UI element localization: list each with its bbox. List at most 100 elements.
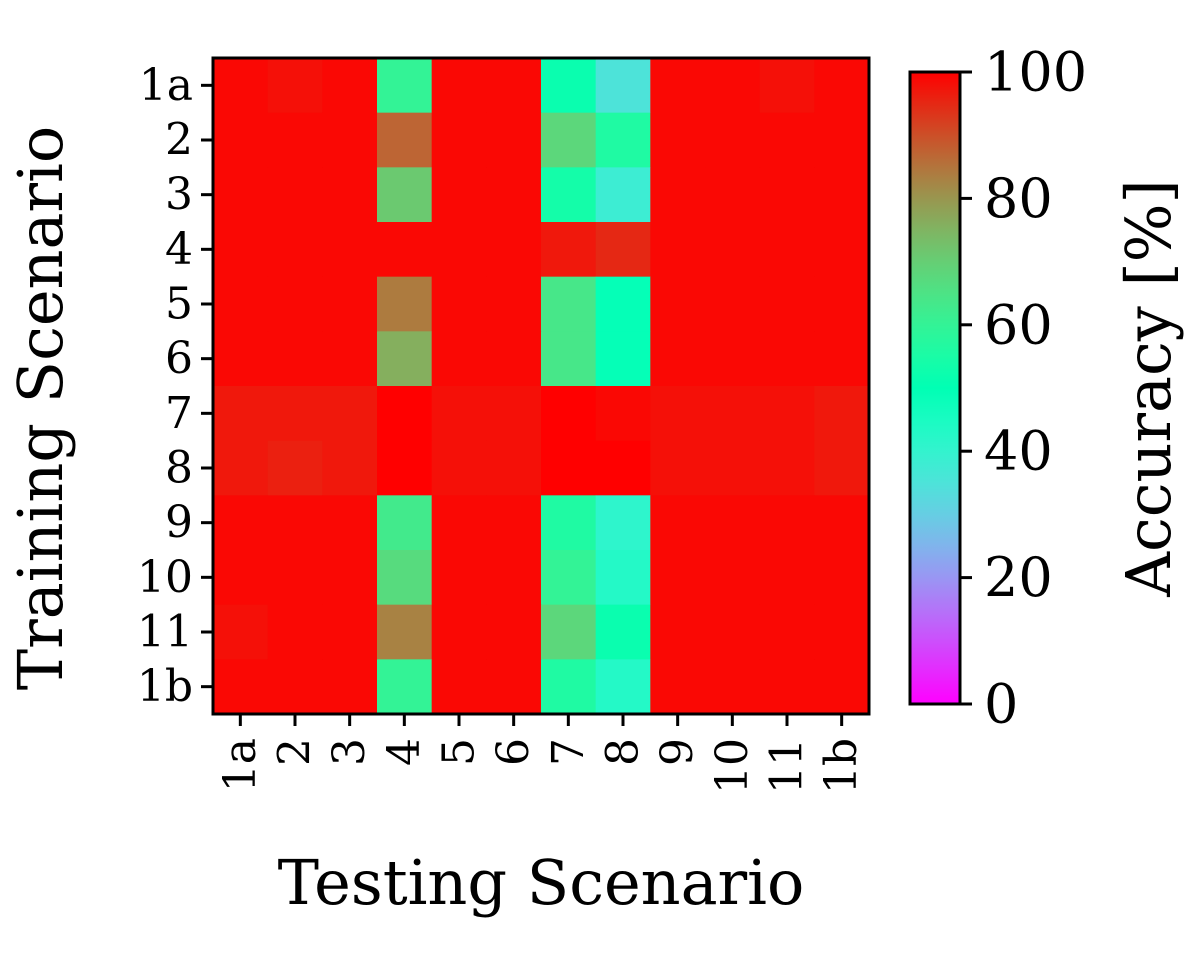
heatmap-cell-10-7 [541, 550, 597, 606]
heatmap-cell-3-1b [814, 167, 870, 223]
heatmap-cell-11-3 [322, 604, 378, 660]
heatmap-cell-6-10 [705, 331, 761, 387]
heatmap-cell-6-6 [486, 331, 542, 387]
y-tick-label-4: 4 [165, 224, 193, 275]
heatmap-cell-3-6 [486, 167, 542, 223]
heatmap-cell-4-3 [322, 222, 378, 278]
heatmap-cell-6-8 [595, 331, 651, 387]
x-tick-label-7: 7 [543, 738, 594, 766]
colorbar-title: Accuracy [%] [1112, 179, 1185, 598]
heatmap-cell-2-11 [759, 112, 815, 168]
heatmap-cell-5-4 [377, 276, 433, 332]
heatmap-cell-9-11 [759, 495, 815, 551]
heatmap-cell-1b-10 [705, 659, 761, 715]
plot-frame [211, 56, 871, 716]
heatmap-cell-5-5 [431, 276, 487, 332]
heatmap-cell-3-3 [322, 167, 378, 223]
heatmap-cell-10-10 [705, 550, 761, 606]
heatmap-cell-11-11 [759, 604, 815, 660]
heatmap-cell-4-1a [213, 222, 269, 278]
heatmap-cell-1a-8 [595, 58, 651, 114]
heatmap-cell-9-1a [213, 495, 269, 551]
heatmap-cell-2-10 [705, 112, 761, 168]
heatmap-cell-1a-2 [267, 58, 323, 114]
y-tick-label-3: 3 [165, 169, 193, 220]
colorbar-ticks: 0 20 40 60 80 100 [960, 41, 1087, 736]
x-tick-label-9: 9 [652, 738, 703, 766]
heatmap-cell-2-2 [267, 112, 323, 168]
heatmap-cell-8-3 [322, 440, 378, 496]
colorbar-tick-label-80: 80 [984, 167, 1053, 230]
y-tick-label-5: 5 [165, 279, 193, 330]
heatmap-cell-10-5 [431, 550, 487, 606]
x-tick-label-6: 6 [488, 738, 539, 766]
heatmap-cell-1a-11 [759, 58, 815, 114]
heatmap-cell-11-4 [377, 604, 433, 660]
heatmap-cell-3-5 [431, 167, 487, 223]
y-axis-title: Training Scenario [4, 126, 77, 690]
heatmap-cell-1b-11 [759, 659, 815, 715]
heatmap-cell-6-2 [267, 331, 323, 387]
y-tick-label-6: 6 [165, 333, 193, 384]
heatmap-cell-9-1b [814, 495, 870, 551]
heatmap-cell-7-4 [377, 386, 433, 442]
heatmap-cell-1b-6 [486, 659, 542, 715]
y-tick-label-11: 11 [137, 607, 193, 658]
heatmap-cell-3-7 [541, 167, 597, 223]
heatmap-cell-9-7 [541, 495, 597, 551]
heatmap-cell-2-7 [541, 112, 597, 168]
heatmap-cell-5-9 [650, 276, 706, 332]
heatmap-cell-11-6 [486, 604, 542, 660]
x-axis-title: Testing Scenario [278, 846, 805, 919]
heatmap-cell-1b-1a [213, 659, 269, 715]
heatmap-cell-2-9 [650, 112, 706, 168]
heatmap-cell-5-8 [595, 276, 651, 332]
heatmap-cell-7-1a [213, 386, 269, 442]
colorbar-tick-label-20: 20 [984, 546, 1053, 609]
heatmap-cell-4-5 [431, 222, 487, 278]
x-tick-label-3: 3 [324, 738, 375, 766]
heatmap-cell-11-2 [267, 604, 323, 660]
heatmap-cell-5-6 [486, 276, 542, 332]
heatmap-cell-7-8 [595, 386, 651, 442]
heatmap-cell-9-3 [322, 495, 378, 551]
heatmap-cell-8-10 [705, 440, 761, 496]
x-tick-label-8: 8 [598, 738, 649, 766]
heatmap-cell-2-6 [486, 112, 542, 168]
heatmap-cell-9-4 [377, 495, 433, 551]
heatmap-cell-4-2 [267, 222, 323, 278]
heatmap-cell-7-1b [814, 386, 870, 442]
heatmap-cell-8-11 [759, 440, 815, 496]
heatmap-cell-1b-5 [431, 659, 487, 715]
heatmap-cell-8-6 [486, 440, 542, 496]
heatmap-cell-4-8 [595, 222, 651, 278]
heatmap-cell-9-9 [650, 495, 706, 551]
heatmap-cell-9-2 [267, 495, 323, 551]
y-tick-label-1b: 1b [137, 661, 193, 712]
heatmap-cell-10-1b [814, 550, 870, 606]
colorbar: 0 20 40 60 80 100 Accuracy [%] [908, 41, 1185, 736]
heatmap-cell-10-3 [322, 550, 378, 606]
heatmap-cell-8-4 [377, 440, 433, 496]
heatmap-cell-1a-3 [322, 58, 378, 114]
heatmap-cell-2-4 [377, 112, 433, 168]
heatmap-cell-9-5 [431, 495, 487, 551]
heatmap-cell-11-1b [814, 604, 870, 660]
heatmap-cell-1b-2 [267, 659, 323, 715]
heatmap-cell-5-11 [759, 276, 815, 332]
heatmap-cell-4-7 [541, 222, 597, 278]
heatmap-cell-5-3 [322, 276, 378, 332]
heatmap-cell-7-10 [705, 386, 761, 442]
colorbar-gradient [908, 70, 962, 706]
colorbar-tick-label-60: 60 [984, 293, 1053, 356]
x-tick-label-1b: 1b [816, 738, 867, 794]
heatmap-cell-7-7 [541, 386, 597, 442]
heatmap-cell-7-6 [486, 386, 542, 442]
heatmap-cell-11-8 [595, 604, 651, 660]
heatmap-cell-10-1a [213, 550, 269, 606]
heatmap-cell-1b-8 [595, 659, 651, 715]
y-tick-label-1a: 1a [139, 60, 193, 111]
heatmap-cell-6-4 [377, 331, 433, 387]
heatmap-cell-11-7 [541, 604, 597, 660]
